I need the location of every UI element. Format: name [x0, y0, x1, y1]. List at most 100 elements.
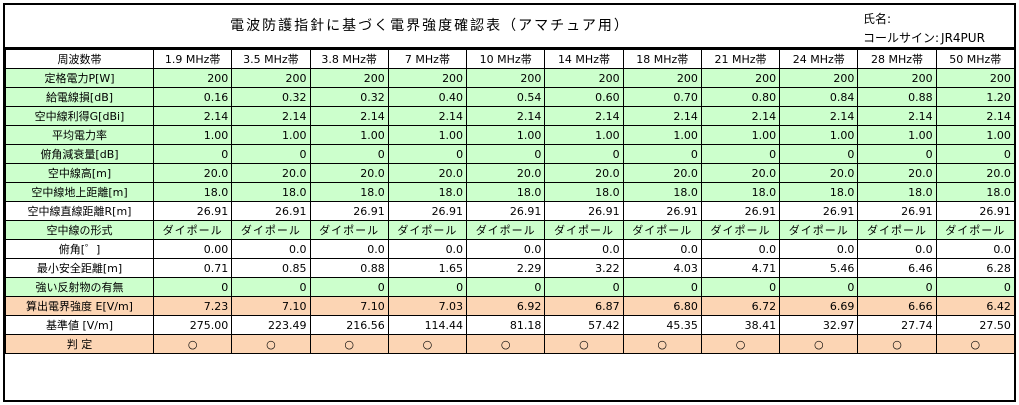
- row-label: 空中線地上距離[m]: [5, 182, 154, 202]
- value-cell: 0.16: [152, 87, 233, 107]
- judgement-mark: ○: [466, 334, 546, 354]
- value-cell: ダイポール: [700, 220, 781, 240]
- value-cell: 1.00: [544, 125, 624, 145]
- value-cell: 0.70: [622, 87, 702, 107]
- band-header-cell: 50 MHz帯: [935, 49, 1014, 69]
- value-cell: 0: [231, 144, 311, 164]
- value-cell: 5.46: [779, 258, 859, 278]
- value-cell: 2.14: [544, 106, 624, 126]
- value-cell: 18.0: [309, 182, 389, 202]
- value-cell: 200: [779, 68, 859, 88]
- value-cell: 0: [152, 277, 233, 297]
- value-cell: 0.88: [309, 258, 389, 278]
- value-cell: 6.92: [466, 296, 546, 316]
- row-power: 定格電力P[W] 200 200 200 200 200 200 200 200 200 200 20…: [5, 68, 1014, 88]
- value-cell: 26.91: [309, 201, 389, 221]
- value-cell: 6.87: [544, 296, 624, 316]
- row-min-safe-distance: 最小安全距離[m] 0.71 0.85 0.88 1.65 2.29 3.22 4.03 4.7…: [5, 258, 1014, 278]
- value-cell: 0.54: [466, 87, 546, 107]
- judgement-mark: ○: [935, 334, 1014, 354]
- band-header-row: 周波数帯 1.9 MHz帯 3.5 MHz帯 3.8 MHz帯 7 MHz帯 10 MHz…: [5, 49, 1014, 69]
- row-label: 平均電力率: [5, 125, 154, 145]
- value-cell: 18.0: [466, 182, 546, 202]
- value-cell: 1.00: [152, 125, 233, 145]
- value-cell: 0.0: [466, 239, 546, 259]
- value-cell: 200: [544, 68, 624, 88]
- band-header-cell: 24 MHz帯: [779, 49, 859, 69]
- row-label: 空中線利得G[dBi]: [5, 106, 154, 126]
- value-cell: ダイポール: [466, 220, 546, 240]
- row-label: 周波数帯: [5, 49, 154, 69]
- value-cell: 0.85: [231, 258, 311, 278]
- band-header-cell: 7 MHz帯: [387, 49, 468, 69]
- value-cell: 2.14: [231, 106, 311, 126]
- band-header-cell: 3.8 MHz帯: [309, 49, 389, 69]
- name-field-label: 氏名:: [863, 12, 892, 26]
- value-cell: 26.91: [387, 201, 468, 221]
- value-cell: 7.23: [152, 296, 233, 316]
- value-cell: 0.0: [309, 239, 389, 259]
- value-cell: 6.42: [935, 296, 1014, 316]
- value-cell: 200: [935, 68, 1014, 88]
- value-cell: 18.0: [622, 182, 702, 202]
- value-cell: 26.91: [700, 201, 781, 221]
- value-cell: 27.50: [935, 315, 1014, 335]
- confirmation-sheet: 電波防護指針に基づく電界強度確認表（アマチュア用） 氏名: コールサイン: JR4…: [3, 3, 1016, 402]
- value-cell: 18.0: [152, 182, 233, 202]
- value-cell: 26.91: [935, 201, 1014, 221]
- value-cell: 20.0: [152, 163, 233, 183]
- value-cell: 0.32: [231, 87, 311, 107]
- value-cell: 20.0: [309, 163, 389, 183]
- value-cell: 3.22: [544, 258, 624, 278]
- value-cell: 1.00: [466, 125, 546, 145]
- value-cell: 0: [779, 277, 859, 297]
- value-cell: 26.91: [857, 201, 937, 221]
- value-cell: 275.00: [152, 315, 233, 335]
- value-cell: 1.65: [387, 258, 468, 278]
- value-cell: 2.14: [466, 106, 546, 126]
- value-cell: 0: [387, 277, 468, 297]
- row-antenna-gain: 空中線利得G[dBi] 2.14 2.14 2.14 2.14 2.14 2.14 2.14 2…: [5, 106, 1014, 126]
- value-cell: 0: [857, 144, 937, 164]
- value-cell: 18.0: [935, 182, 1014, 202]
- value-cell: 216.56: [309, 315, 389, 335]
- judgement-mark: ○: [152, 334, 233, 354]
- value-cell: 0: [466, 277, 546, 297]
- band-header-cell: 21 MHz帯: [700, 49, 781, 69]
- value-cell: 1.00: [231, 125, 311, 145]
- value-cell: 0: [857, 277, 937, 297]
- value-cell: ダイポール: [935, 220, 1014, 240]
- value-cell: ダイポール: [309, 220, 389, 240]
- row-label: 空中線高[m]: [5, 163, 154, 183]
- value-cell: ダイポール: [152, 220, 233, 240]
- row-depression-angle: 俯角[゜] 0.00 0.0 0.0 0.0 0.0 0.0 0.0 0.0 0.0 0.0 0.0: [5, 239, 1014, 259]
- value-cell: 0.71: [152, 258, 233, 278]
- row-judgement: 判 定 ○ ○ ○ ○ ○ ○ ○ ○ ○ ○ ○: [5, 334, 1014, 354]
- value-cell: 32.97: [779, 315, 859, 335]
- row-field-strength: 算出電界強度 E[V/m] 7.23 7.10 7.10 7.03 6.92 6.87 6.8…: [5, 296, 1014, 316]
- row-label: 空中線の形式: [5, 220, 154, 240]
- value-cell: ダイポール: [387, 220, 468, 240]
- value-cell: 2.14: [779, 106, 859, 126]
- value-cell: 20.0: [231, 163, 311, 183]
- row-reference: 基準値 [V/m] 275.00 223.49 216.56 114.44 81.18 57…: [5, 315, 1014, 335]
- band-header-cell: 10 MHz帯: [466, 49, 546, 69]
- row-label: 俯角[゜]: [5, 239, 154, 259]
- row-label: 強い反射物の有無: [5, 277, 154, 297]
- value-cell: 4.71: [700, 258, 781, 278]
- value-cell: 0.0: [935, 239, 1014, 259]
- row-label: 俯角減衰量[dB]: [5, 144, 154, 164]
- value-cell: 2.14: [152, 106, 233, 126]
- value-cell: 18.0: [700, 182, 781, 202]
- value-cell: 0: [309, 277, 389, 297]
- judgement-mark: ○: [857, 334, 937, 354]
- value-cell: 200: [466, 68, 546, 88]
- value-cell: 6.28: [935, 258, 1014, 278]
- value-cell: 6.66: [857, 296, 937, 316]
- value-cell: 2.29: [466, 258, 546, 278]
- value-cell: 7.03: [387, 296, 468, 316]
- row-depression-atten: 俯角減衰量[dB] 0 0 0 0 0 0 0 0 0 0 0: [5, 144, 1014, 164]
- value-cell: 0.0: [700, 239, 781, 259]
- value-cell: 2.14: [309, 106, 389, 126]
- value-cell: 0: [466, 144, 546, 164]
